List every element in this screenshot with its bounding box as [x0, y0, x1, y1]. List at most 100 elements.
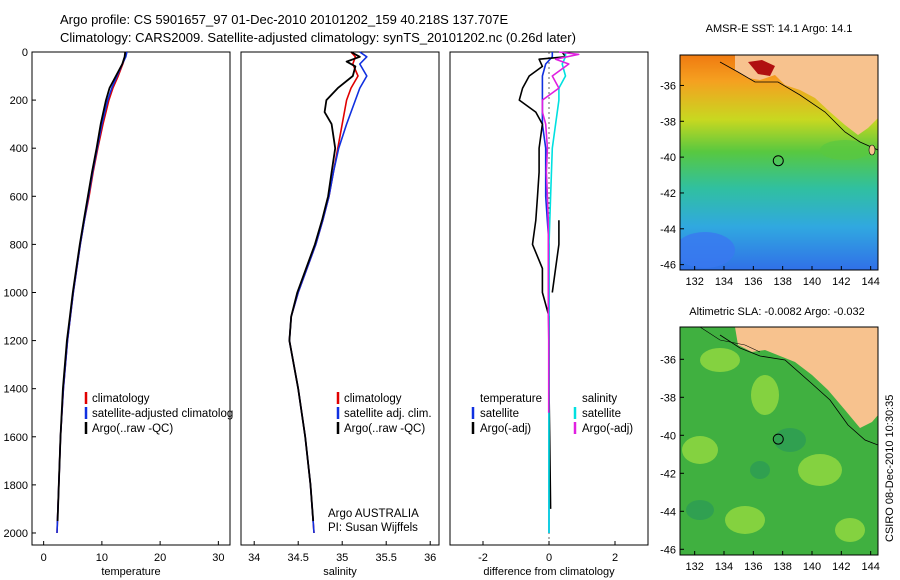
figure-title-line1: Argo profile: CS 5901657_97 01-Dec-2010 … [60, 12, 508, 27]
lon-tick-label: 144 [861, 561, 879, 573]
float-owner-annotation: Argo AUSTRALIA [328, 508, 419, 520]
lat-tick-label: -38 [660, 392, 676, 404]
lon-tick-label: 138 [773, 561, 791, 573]
timestamp-stamp: CSIRO 08-Dec-2010 10:30:35 [884, 395, 896, 542]
lat-tick-label: -46 [660, 260, 676, 272]
legend-label-climatology: climatology [92, 393, 150, 405]
depth-axis: 0 200 400 600 800 1000 1200 1400 1600 1800 2000 [4, 47, 36, 540]
series-line [541, 51, 580, 413]
lat-tick-label: -36 [660, 80, 676, 92]
sla-map-axes: 132 134 136 138 140 142 144 -36 -38 -40 -42 -44 -46 [660, 354, 880, 573]
x-tick-label: 34 [248, 552, 260, 564]
temperature-plot-frame [31, 51, 231, 546]
legend-label-argo: Argo(..raw -QC) [344, 423, 425, 435]
x-tick-label: 34.5 [287, 552, 308, 564]
x-tick-label: 35 [336, 552, 348, 564]
depth-tick-label: 400 [10, 143, 28, 155]
lon-tick-label: 132 [685, 561, 703, 573]
series-line [288, 51, 361, 522]
series-line [548, 52, 567, 533]
sst-map-axes: 132 134 136 138 140 142 144 -36 -38 -40 -42 -44 -46 [660, 80, 880, 288]
series-line [541, 52, 554, 533]
legend-label-temperature-satellite: satellite [480, 408, 519, 420]
depth-tick-label: 1200 [4, 336, 28, 348]
lon-tick-label: 136 [744, 276, 762, 288]
land-mass-sst [735, 55, 878, 135]
x-tick-label: -2 [478, 552, 488, 564]
lat-tick-label: -40 [660, 152, 676, 164]
sla-shelf-contour [719, 334, 878, 446]
legend-label-salinity-satellite: satellite [582, 408, 621, 420]
sst-cold-patch [680, 232, 735, 268]
legend-heading-temperature: temperature [480, 393, 542, 405]
sla-coast-contour [699, 327, 761, 353]
depth-tick-label: 200 [10, 95, 28, 107]
legend-label-satellite: satellite adj. clim. [344, 408, 432, 420]
salinity-axis-label: salinity [323, 566, 357, 578]
lon-tick-label: 134 [715, 561, 733, 573]
lon-tick-label: 140 [803, 276, 821, 288]
x-tick-label: 0 [41, 552, 47, 564]
x-tick-label: 30 [212, 552, 224, 564]
sla-map-frame [679, 326, 879, 556]
lat-tick-label: -44 [660, 506, 676, 518]
float-pi-annotation: PI: Susan Wijffels [328, 522, 418, 534]
sst-map-frame [679, 54, 879, 271]
legend-label-temperature-argo: Argo(-adj) [480, 423, 531, 435]
difference-legend: temperature satellite Argo(-adj) salinit… [471, 393, 633, 435]
lon-tick-label: 132 [685, 276, 703, 288]
sst-green-patch [820, 140, 870, 160]
legend-label-satellite: satellite-adjusted climatolog [92, 408, 233, 420]
series-line [56, 51, 127, 522]
lat-tick-label: -42 [660, 188, 676, 200]
lon-tick-label: 134 [715, 276, 733, 288]
series-line [288, 51, 359, 534]
depth-tick-label: 1800 [4, 480, 28, 492]
lon-tick-label: 144 [861, 276, 879, 288]
legend-label-argo: Argo(..raw -QC) [92, 423, 173, 435]
x-tick-label: 20 [154, 552, 166, 564]
lat-tick-label: -46 [660, 544, 676, 556]
legend-label-climatology: climatology [344, 393, 402, 405]
lon-tick-label: 140 [803, 561, 821, 573]
difference-axis-label: difference from climatology [483, 566, 615, 578]
series-line [288, 51, 368, 534]
argo-location-marker [772, 155, 784, 167]
depth-tick-label: 600 [10, 191, 28, 203]
depth-tick-label: 1000 [4, 287, 28, 299]
salinity-legend: climatology satellite adj. clim. Argo(..… [328, 392, 432, 534]
temperature-legend: climatology satellite-adjusted climatolo… [84, 392, 233, 435]
sst-warm-gulf [748, 60, 775, 76]
x-tick-label: 10 [96, 552, 108, 564]
lat-tick-label: -44 [660, 224, 676, 236]
sla-map [680, 327, 878, 555]
salinity-plot-frame [240, 51, 440, 546]
depth-tick-label: 2000 [4, 528, 28, 540]
x-tick-label: 36 [424, 552, 436, 564]
lat-tick-label: -40 [660, 430, 676, 442]
x-tick-label: 0 [546, 552, 552, 564]
series-line [56, 51, 128, 534]
land-mass-sla [735, 327, 878, 428]
lon-tick-label: 142 [832, 561, 850, 573]
depth-tick-label: 0 [22, 47, 28, 59]
depth-tick-label: 800 [10, 239, 28, 251]
x-tick-label: 35.5 [375, 552, 396, 564]
sst-map-title: AMSR-E SST: 14.1 Argo: 14.1 [706, 23, 853, 35]
lat-tick-label: -36 [660, 354, 676, 366]
legend-heading-salinity: salinity [582, 393, 617, 405]
depth-tick-label: 1400 [4, 384, 28, 396]
series-line [551, 220, 560, 293]
lat-tick-label: -42 [660, 468, 676, 480]
tasmania-island [868, 144, 876, 156]
lat-tick-label: -38 [660, 116, 676, 128]
temperature-axis-label: temperature [101, 566, 160, 578]
lon-tick-label: 142 [832, 276, 850, 288]
x-tick-label: 2 [612, 552, 618, 564]
depth-tick-label: 1600 [4, 432, 28, 444]
lon-tick-label: 136 [744, 561, 762, 573]
salinity-plot: 34 34.5 35 35.5 36 [248, 51, 436, 564]
lon-tick-label: 138 [773, 276, 791, 288]
argo-location-marker [772, 433, 784, 445]
